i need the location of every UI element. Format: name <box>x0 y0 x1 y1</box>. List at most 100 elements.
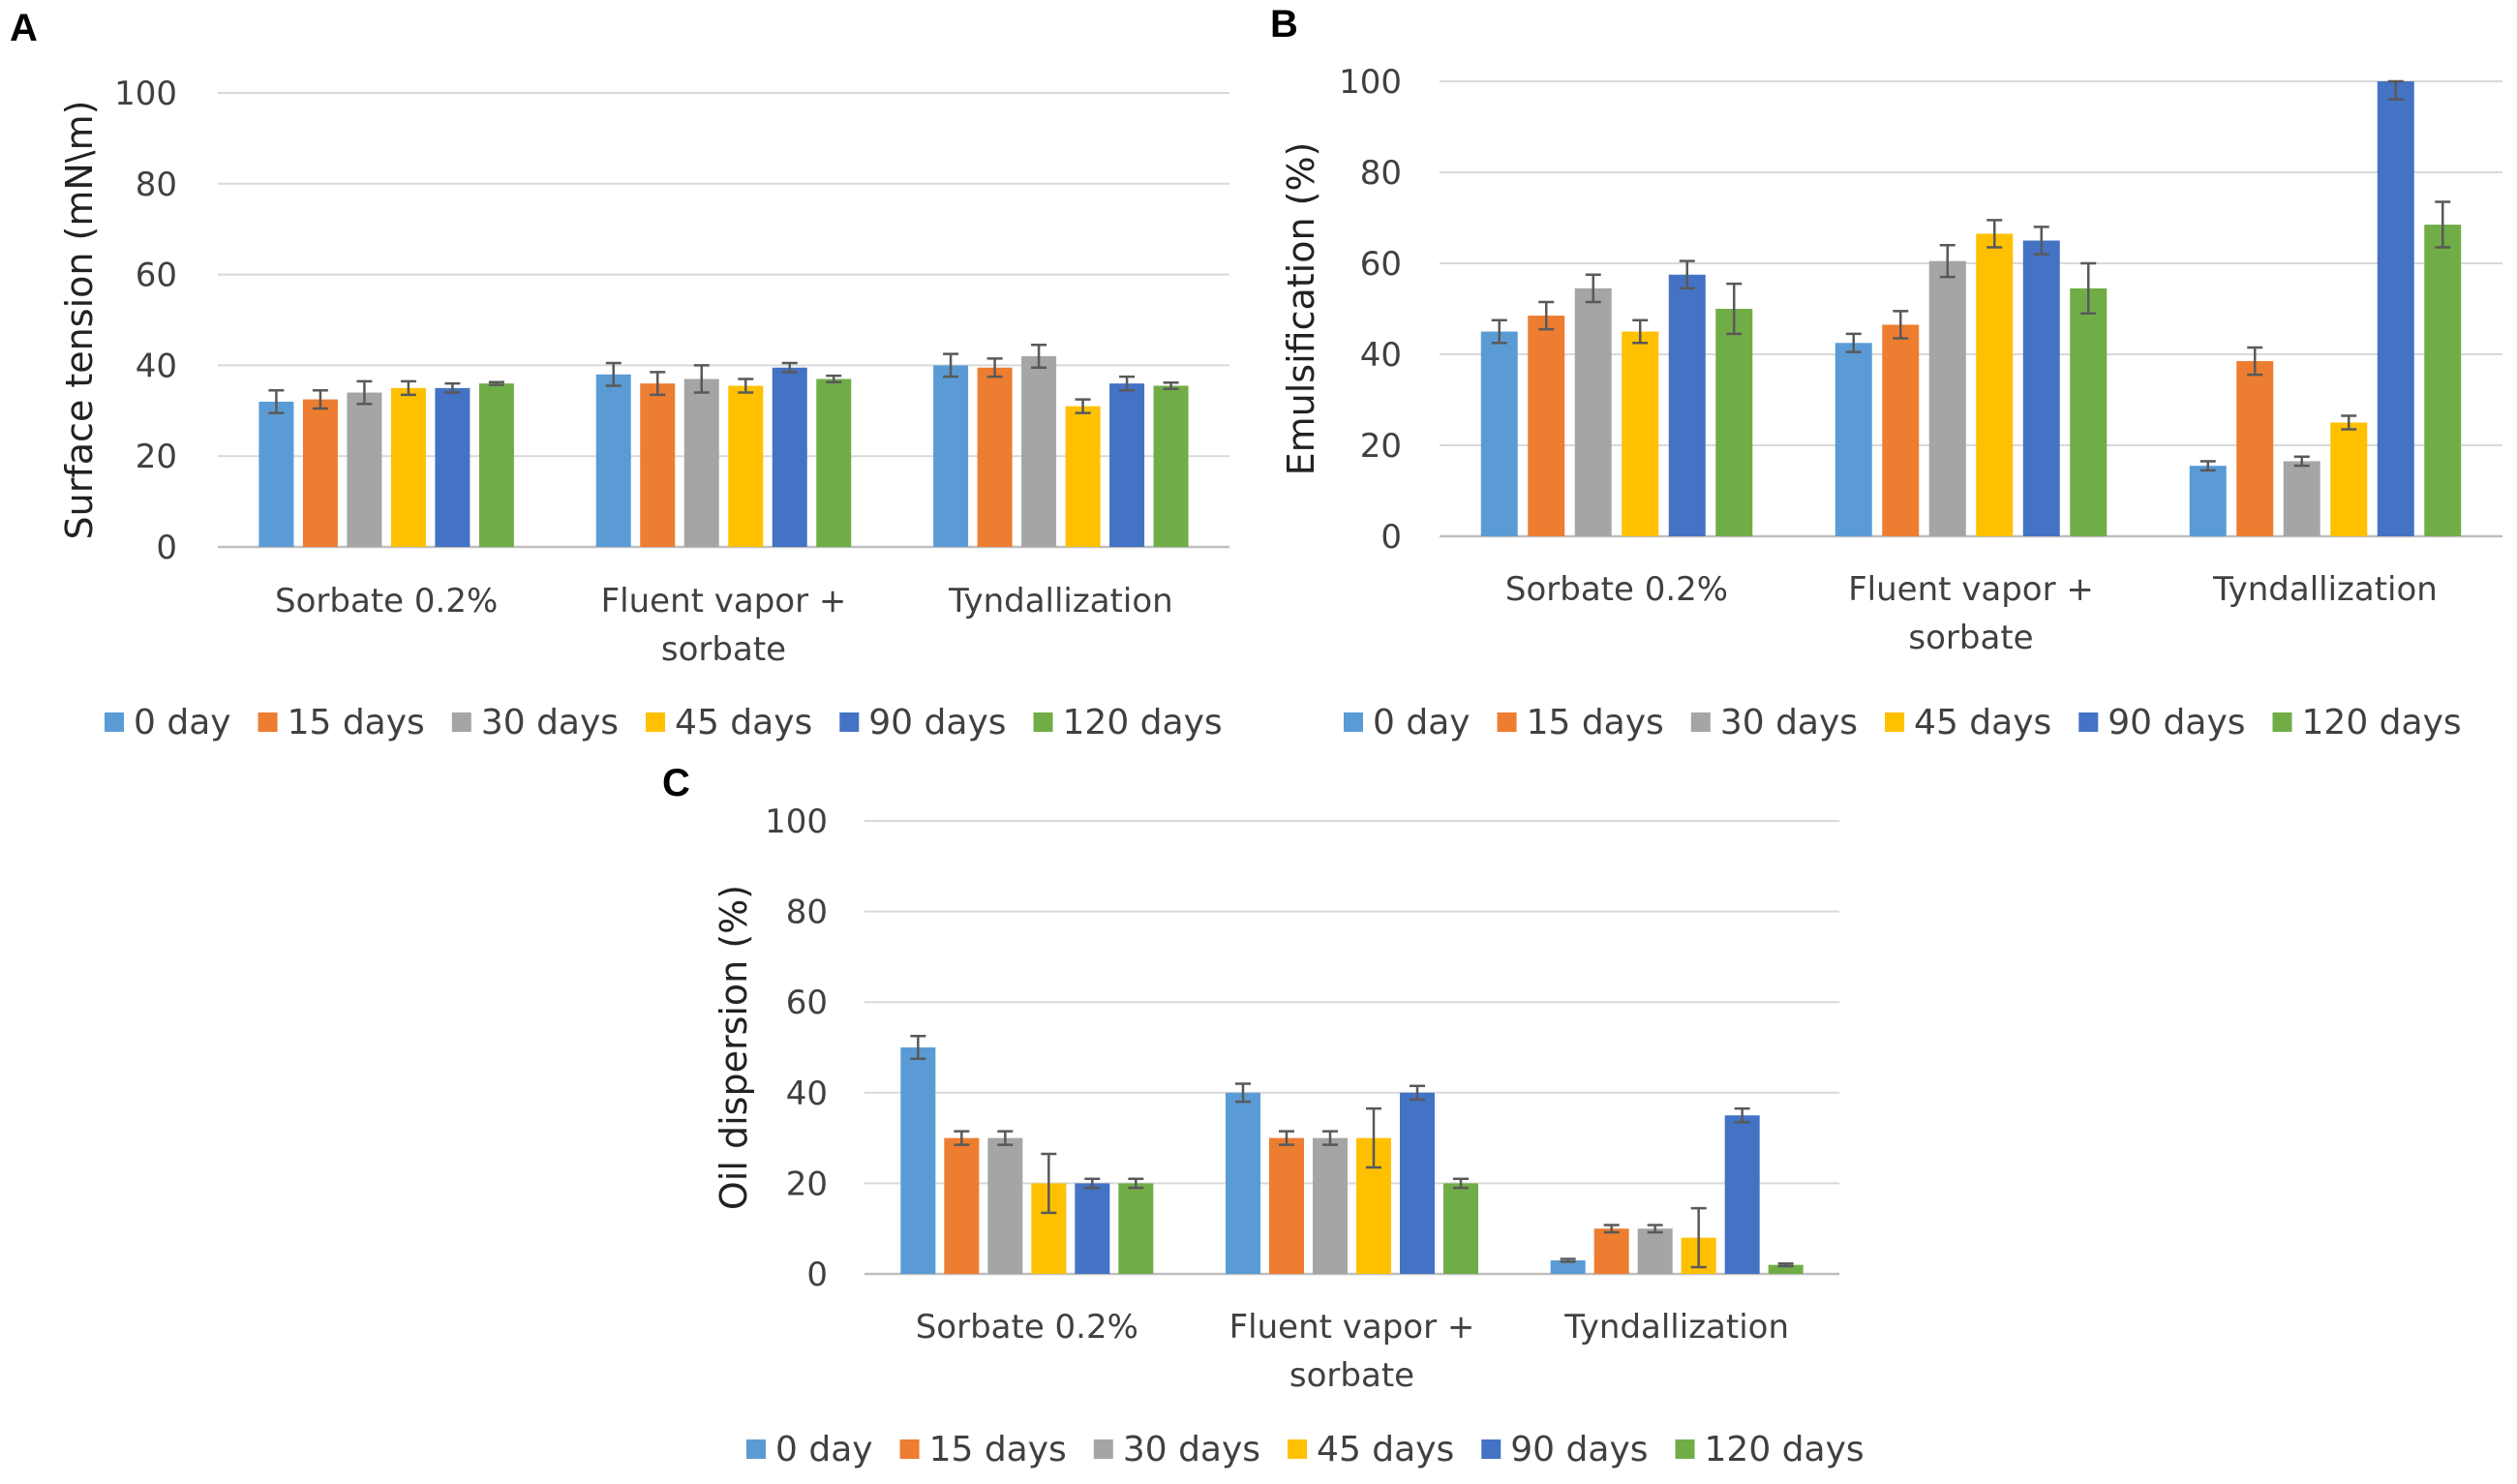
bar-120-days[interactable] <box>1768 1264 1804 1274</box>
error-bar <box>1986 219 2003 249</box>
panel-letter-c: C <box>662 762 690 804</box>
bar-0-day[interactable] <box>2189 466 2227 536</box>
error-bar <box>986 357 1003 379</box>
bar-30-days[interactable] <box>683 379 719 547</box>
bar-0-day[interactable] <box>595 374 631 547</box>
bar-30-days[interactable] <box>1637 1228 1673 1274</box>
error-bar <box>910 1035 926 1060</box>
bar-120-days[interactable] <box>1443 1183 1478 1274</box>
bar-90-days[interactable] <box>2377 81 2414 536</box>
legend-item: 120 days <box>1033 703 1223 742</box>
bar-120-days[interactable] <box>2424 225 2462 537</box>
bar-30-days[interactable] <box>347 392 382 547</box>
bar-0-day[interactable] <box>933 365 969 547</box>
error-bar <box>954 1130 970 1146</box>
bar-45-days[interactable] <box>2330 422 2368 537</box>
bar-45-days[interactable] <box>390 387 426 547</box>
legend-item: 15 days <box>1497 703 1664 742</box>
bar-30-days[interactable] <box>1928 260 1966 536</box>
error-bar <box>605 361 622 387</box>
bar-90-days[interactable] <box>1075 1183 1110 1274</box>
error-bar <box>2293 455 2310 468</box>
y-tick-label: 0 <box>156 529 177 567</box>
legend-item: 0 day <box>746 1430 873 1469</box>
bar-15-days[interactable] <box>977 367 1013 547</box>
bar-0-day[interactable] <box>1835 343 1872 536</box>
bar-90-days[interactable] <box>1668 274 1706 536</box>
bar-120-days[interactable] <box>2070 288 2108 536</box>
error-bar <box>650 371 666 397</box>
legend-swatch <box>1675 1439 1695 1459</box>
bar-15-days[interactable] <box>640 383 676 547</box>
legend-swatch <box>451 712 471 732</box>
legend-swatch <box>1093 1439 1113 1459</box>
bar-90-days[interactable] <box>1400 1092 1435 1274</box>
bar-30-days[interactable] <box>1313 1137 1348 1274</box>
bar-0-day[interactable] <box>1226 1092 1260 1274</box>
bar-0-day[interactable] <box>1550 1259 1586 1274</box>
legend-item: 45 days <box>1288 1430 1454 1469</box>
bar-15-days[interactable] <box>1528 316 1565 536</box>
legend-swatch <box>1885 712 1905 732</box>
legend-item: 30 days <box>451 703 619 742</box>
bar-120-days[interactable] <box>816 379 852 547</box>
error-bar <box>1084 1177 1101 1190</box>
x-category-line: Sorbate 0.2% <box>916 1308 1138 1347</box>
bar-90-days[interactable] <box>2022 240 2060 537</box>
y-tick-label: 20 <box>136 438 177 476</box>
bar-90-days[interactable] <box>1109 383 1145 547</box>
bar-45-days[interactable] <box>728 385 764 547</box>
bar-15-days[interactable] <box>1882 324 1920 536</box>
y-tick-label: 100 <box>765 803 828 841</box>
bar-120-days[interactable] <box>1118 1183 1154 1274</box>
error-bar <box>2033 226 2049 256</box>
error-bar <box>1560 1257 1576 1263</box>
x-category-line: Fluent vapor + <box>1848 570 2094 609</box>
bar-90-days[interactable] <box>435 387 470 547</box>
error-bar <box>1453 1177 1469 1190</box>
bar-45-days[interactable] <box>1065 406 1101 547</box>
legend-item: 45 days <box>1885 703 2051 742</box>
y-tick-label: 100 <box>1339 63 1402 102</box>
legend-item: 15 days <box>899 1430 1067 1469</box>
x-category-line: Tyndallization <box>1563 1308 1789 1347</box>
bar-0-day[interactable] <box>258 401 294 547</box>
error-bar <box>2341 414 2357 431</box>
y-tick-label: 60 <box>786 984 828 1022</box>
bar-30-days[interactable] <box>1021 356 1057 547</box>
legend-swatch <box>105 712 124 732</box>
legend-label: 30 days <box>1123 1430 1260 1469</box>
chart-panel-b: B 0 20 40 60 80 100 Emulsification (%) Sorbate 0… <box>1270 3 2502 742</box>
bar-30-days[interactable] <box>2283 461 2320 536</box>
legend-label: 90 days <box>1510 1430 1648 1469</box>
legend-label: 30 days <box>481 703 619 742</box>
bar-90-days[interactable] <box>772 367 807 547</box>
x-category-line: Tyndallization <box>2212 570 2438 609</box>
bar-30-days[interactable] <box>987 1137 1023 1274</box>
panel-letter-b: B <box>1270 3 1298 45</box>
bar-15-days[interactable] <box>1593 1228 1629 1274</box>
error-bar <box>693 364 710 394</box>
bar-0-day[interactable] <box>1480 331 1518 537</box>
legend-swatch <box>1690 712 1711 732</box>
bar-120-days[interactable] <box>478 383 514 547</box>
bar-45-days[interactable] <box>1976 233 2014 536</box>
bar-0-day[interactable] <box>900 1047 936 1274</box>
bar-15-days[interactable] <box>944 1137 980 1274</box>
legend-item: 15 days <box>258 703 425 742</box>
bar-45-days[interactable] <box>1622 331 1659 537</box>
bar-15-days[interactable] <box>2236 361 2274 536</box>
bar-30-days[interactable] <box>1574 288 1612 536</box>
legend-item: 120 days <box>2272 703 2462 742</box>
legend-label: 120 days <box>1063 703 1223 742</box>
legend-swatch <box>1481 1439 1501 1459</box>
y-tick-label: 20 <box>786 1165 828 1203</box>
error-bar <box>1366 1106 1381 1169</box>
bar-15-days[interactable] <box>1269 1137 1304 1274</box>
chart-panel-a: A 0 20 40 60 80 100 Surface tension (mN\m) Sorba… <box>10 7 1229 742</box>
bar-120-days[interactable] <box>1153 385 1189 547</box>
bar-90-days[interactable] <box>1724 1115 1760 1274</box>
error-bar <box>2435 200 2451 249</box>
bar-120-days[interactable] <box>1715 309 1753 536</box>
bar-15-days[interactable] <box>302 399 338 547</box>
